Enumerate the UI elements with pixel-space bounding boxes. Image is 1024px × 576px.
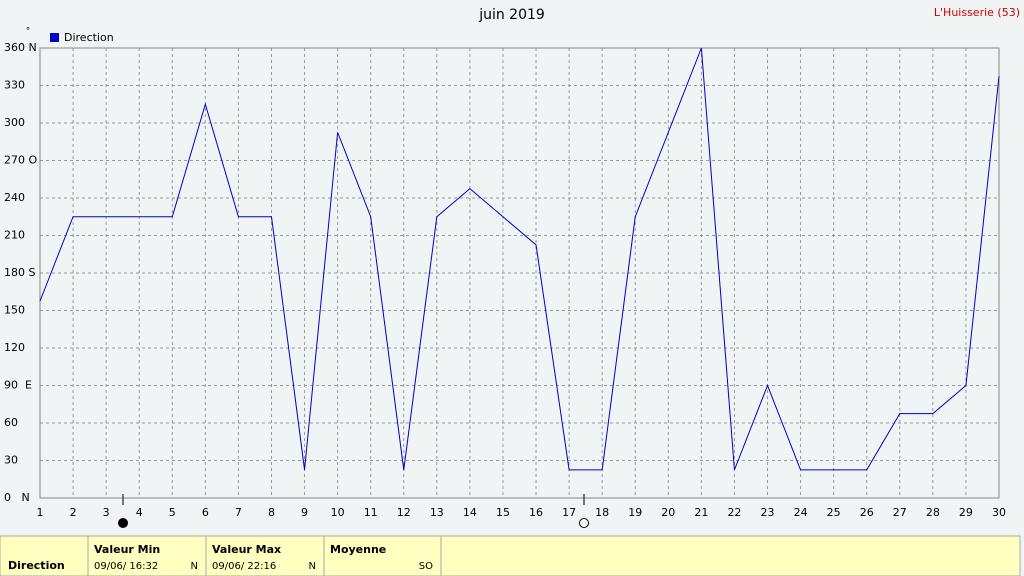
- plot-frame: [39, 47, 1000, 499]
- x-tick-label: 18: [595, 506, 609, 519]
- summary-time: 09/06/ 22:16: [212, 561, 276, 572]
- x-tick-label: 19: [628, 506, 642, 519]
- x-tick-label: 29: [959, 506, 973, 519]
- y-tick-label: 90 E: [4, 379, 32, 392]
- x-tick-label: 22: [727, 506, 741, 519]
- x-tick-label: 16: [529, 506, 543, 519]
- y-unit: °: [26, 27, 31, 37]
- summary-time: 09/06/ 16:32: [94, 561, 158, 572]
- x-tick-label: 1: [37, 506, 44, 519]
- y-tick-label: 360 N: [4, 41, 37, 54]
- y-tick-label: 270 O: [4, 154, 37, 167]
- x-tick-label: 12: [397, 506, 411, 519]
- x-tick-label: 9: [301, 506, 308, 519]
- summary-value: N: [309, 561, 316, 572]
- x-tick-label: 7: [235, 506, 242, 519]
- x-tick-label: 5: [169, 506, 176, 519]
- x-tick-label: 24: [794, 506, 808, 519]
- x-tick-label: 15: [496, 506, 510, 519]
- x-tick-label: 17: [562, 506, 576, 519]
- legend-label: Direction: [64, 31, 114, 44]
- x-tick-label: 14: [463, 506, 477, 519]
- x-tick-label: 4: [136, 506, 143, 519]
- summary-header: Valeur Max: [212, 543, 281, 556]
- x-tick-label: 20: [661, 506, 675, 519]
- y-tick-label: 0 N: [4, 491, 30, 504]
- x-tick-label: 21: [694, 506, 708, 519]
- x-tick-label: 27: [893, 506, 907, 519]
- y-tick-label: 300: [4, 116, 25, 129]
- x-tick-label: 23: [761, 506, 775, 519]
- chart-title: juin 2019: [478, 7, 545, 23]
- y-tick-label: 120: [4, 341, 25, 354]
- x-tick-label: 28: [926, 506, 940, 519]
- y-tick-label: 330: [4, 79, 25, 92]
- summary-value: N: [191, 561, 198, 572]
- y-tick-label: 150: [4, 304, 25, 317]
- x-tick-label: 30: [992, 506, 1006, 519]
- y-tick-label: 30: [4, 454, 18, 467]
- station-name: L'Huisserie (53): [934, 6, 1020, 19]
- x-tick-label: 3: [103, 506, 110, 519]
- x-tick-label: 6: [202, 506, 209, 519]
- summary-value: SO: [419, 561, 433, 572]
- summary-header: Valeur Min: [94, 543, 160, 556]
- y-tick-label: 210: [4, 229, 25, 242]
- y-tick-label: 180 S: [4, 266, 35, 279]
- y-tick-label: 240: [4, 191, 25, 204]
- x-tick-label: 2: [70, 506, 77, 519]
- x-tick-label: 10: [331, 506, 345, 519]
- y-tick-label: 60: [4, 416, 18, 429]
- summary-panel: [0, 535, 1021, 576]
- x-tick-label: 11: [364, 506, 378, 519]
- x-tick-label: 25: [827, 506, 841, 519]
- data-line: [39, 47, 1000, 471]
- x-tick-label: 13: [430, 506, 444, 519]
- summary-row-label: Direction: [8, 559, 65, 572]
- x-tick-label: 8: [268, 506, 275, 519]
- summary-header: Moyenne: [330, 543, 386, 556]
- legend-swatch: [50, 33, 59, 42]
- x-tick-label: 26: [860, 506, 874, 519]
- full-moon-icon: [118, 518, 128, 528]
- new-moon-icon: [579, 518, 589, 528]
